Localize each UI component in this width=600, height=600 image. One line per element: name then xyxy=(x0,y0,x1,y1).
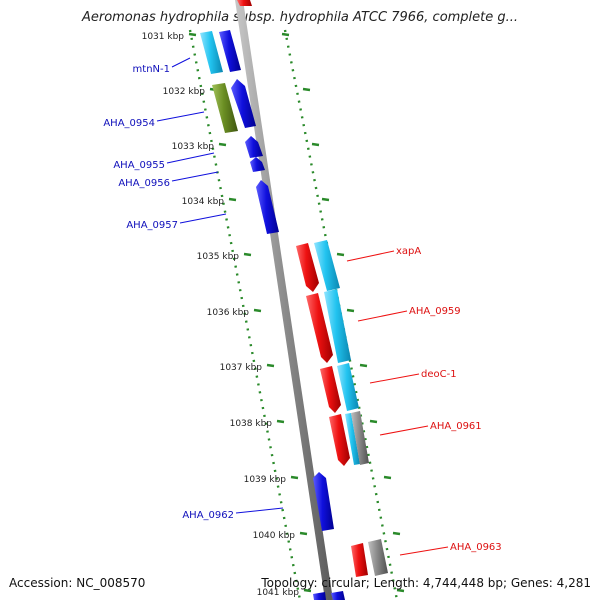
gene-arrow-bottom-partial-1 xyxy=(313,592,326,600)
scale-tick xyxy=(346,308,355,313)
gene-arrow-AHA_0959 xyxy=(306,293,333,363)
gene-arrow-xapA-cyan xyxy=(314,240,340,291)
scale-tick xyxy=(311,142,320,147)
scale-tick xyxy=(228,197,237,202)
scale-tick xyxy=(383,475,392,480)
gene-arrow-AHA_0962 xyxy=(313,472,334,531)
scale-tick xyxy=(303,588,312,593)
gene-label-leader xyxy=(171,171,219,182)
gene-label-leader xyxy=(179,213,227,224)
scale-tick xyxy=(336,252,345,257)
scale-tick xyxy=(253,308,262,313)
scale-label: 1032 kbp xyxy=(163,87,206,97)
scale-tick xyxy=(266,363,275,368)
gene-label-leader xyxy=(156,111,205,122)
gene-arrow-deoC-1 xyxy=(320,366,341,413)
scale-tick xyxy=(359,363,368,368)
gene-label-leader xyxy=(166,152,215,164)
gene-label[interactable]: deoC-1 xyxy=(421,369,457,380)
gene-label-leader xyxy=(399,546,449,556)
gene-arrow-bottom-partial-2 xyxy=(331,591,345,600)
gene-label[interactable]: AHA_0962 xyxy=(182,510,234,521)
gene-arrow-AHA_0963 xyxy=(351,543,368,577)
scale-label: 1033 kbp xyxy=(172,142,215,152)
gene-arrow-xapA xyxy=(296,243,319,292)
scale-tick xyxy=(188,32,197,37)
gene-arrow-AHA_0963-gray xyxy=(368,539,388,576)
gene-arrow-mtnN-1-cyan xyxy=(200,31,223,74)
gene-label-leader xyxy=(379,425,429,436)
gene-label-leader xyxy=(171,57,191,68)
scale-tick xyxy=(396,588,405,593)
scale-label: 1035 kbp xyxy=(197,252,240,262)
gene-label-leader xyxy=(346,250,395,262)
scale-tick xyxy=(276,419,285,424)
scale-label: 1034 kbp xyxy=(182,197,225,207)
scale-tick xyxy=(218,142,227,147)
gene-arrow-AHA_0955 xyxy=(245,136,263,158)
gene-label[interactable]: AHA_0955 xyxy=(113,160,165,171)
gene-label[interactable]: AHA_0954 xyxy=(103,118,155,129)
gene-label[interactable]: AHA_0963 xyxy=(450,542,502,553)
scale-tick xyxy=(281,32,290,37)
gene-arrow-AHA_0961-cyan xyxy=(345,413,360,465)
scale-tick xyxy=(392,531,401,536)
scale-label: 1038 kbp xyxy=(230,419,273,429)
gene-arrow-AHA_0956 xyxy=(250,157,265,172)
forward-gene-labels: xapA AHA_0959 deoC-1 AHA_0961 AHA_0963 xyxy=(346,246,502,556)
gene-arrow-mtnN-1 xyxy=(219,30,241,72)
reverse-gene-labels: mtnN-1 AHA_0954 AHA_0955 AHA_0956 AHA_0957 AH… xyxy=(103,57,284,521)
scale-label: 1031 kbp xyxy=(142,32,185,42)
gene-label-leader xyxy=(369,373,420,384)
gene-arrow-top-partial xyxy=(237,0,252,6)
gene-arrow-AHA_0961-gray xyxy=(351,411,369,465)
gene-arrow-AHA_0961 xyxy=(329,414,350,466)
scale-label: 1036 kbp xyxy=(207,308,250,318)
gene-label[interactable]: AHA_0959 xyxy=(409,306,461,317)
scale-tick xyxy=(321,197,330,202)
gene-label[interactable]: AHA_0957 xyxy=(126,220,178,231)
scale-tick xyxy=(369,419,378,424)
scale-label: 1039 kbp xyxy=(244,475,287,485)
gene-label-leader xyxy=(235,507,284,514)
gene-label[interactable]: AHA_0961 xyxy=(430,421,482,432)
gene-arrow-AHA_0959-cyan xyxy=(324,289,351,363)
gene-label-leader xyxy=(357,310,408,322)
accession-label: Accession: NC_008570 xyxy=(9,576,146,590)
gene-label[interactable]: AHA_0956 xyxy=(118,178,170,189)
scale-axis: 1031 kbp 1032 kbp 1033 kbp 1034 kbp 1035 kbp… xyxy=(142,32,405,598)
scale-tick xyxy=(299,531,308,536)
scale-label: 1037 kbp xyxy=(220,363,263,373)
gene-arrow-deoC-1-cyan xyxy=(337,363,359,411)
scale-tick xyxy=(290,475,299,480)
gene-arrow-AHA_0957 xyxy=(256,180,279,234)
topology-label: Topology: circular; Length: 4,744,448 bp… xyxy=(261,576,591,590)
scale-tick xyxy=(243,252,252,257)
scale-tick xyxy=(302,87,311,92)
gene-label[interactable]: mtnN-1 xyxy=(133,64,170,75)
tick-track xyxy=(188,29,399,600)
scale-label: 1040 kbp xyxy=(253,531,296,541)
gene-track xyxy=(200,0,388,600)
gene-label[interactable]: xapA xyxy=(396,246,421,257)
page-title: Aeromonas hydrophila subsp. hydrophila A… xyxy=(81,10,519,25)
scale-label: 1041 kbp xyxy=(257,588,300,598)
gene-arrow-AHA_0954-olive xyxy=(212,83,238,133)
gene-arrow-AHA_0954 xyxy=(231,79,256,128)
